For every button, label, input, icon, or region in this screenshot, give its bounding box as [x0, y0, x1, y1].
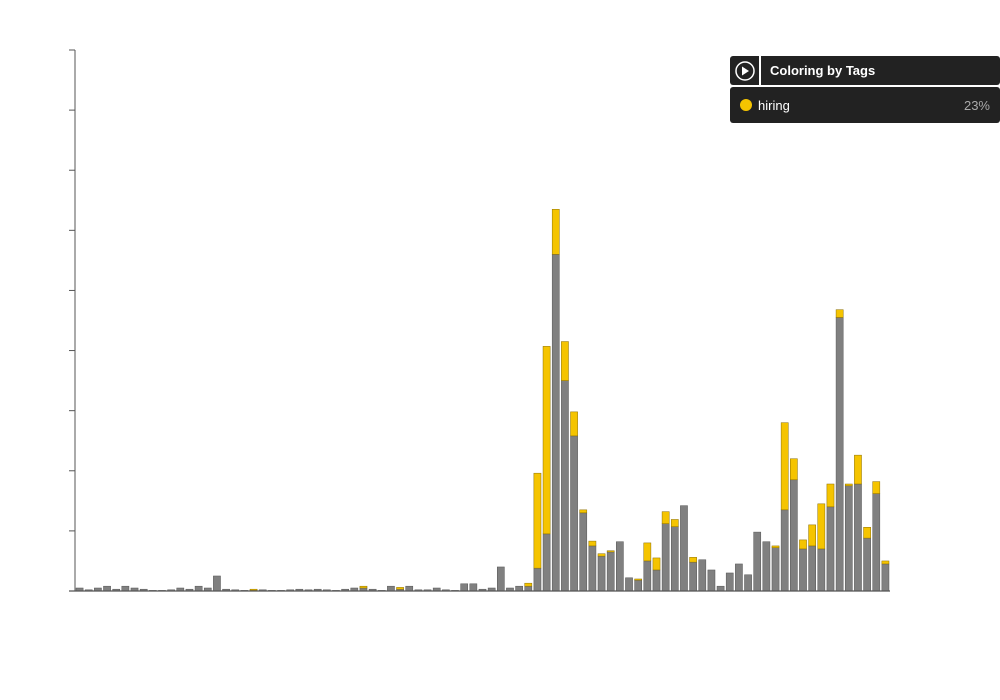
- bar-segment-hiring: [872, 481, 881, 494]
- bar-segment-hiring: [597, 553, 606, 557]
- bar-segment-other: [625, 577, 633, 592]
- bar-segment-other: [689, 561, 697, 592]
- bar-segment-hiring: [652, 557, 661, 571]
- bar-segment-other: [854, 483, 862, 592]
- bar-segment-hiring: [579, 509, 588, 514]
- legend-item-hiring[interactable]: hiring 23%: [730, 87, 1000, 123]
- bar-segment-hiring: [808, 524, 816, 547]
- bar-segment-other: [716, 585, 725, 592]
- bar-segment-other: [496, 566, 505, 592]
- bar-segment-hiring: [854, 454, 862, 485]
- bar-segment-other: [735, 563, 743, 592]
- bar-segment-other: [103, 585, 111, 592]
- play-button[interactable]: [730, 56, 759, 85]
- bar-segment-hiring: [790, 458, 798, 481]
- bar-segment-hiring: [689, 557, 697, 563]
- bar-segment-other: [799, 548, 807, 592]
- bar-segment-other: [835, 317, 844, 592]
- bar-segment-other: [579, 512, 588, 592]
- bar-segment-other: [570, 435, 578, 592]
- bar-segment-hiring: [588, 540, 597, 547]
- bar-segment-hiring: [780, 422, 789, 511]
- bar-segment-hiring: [561, 341, 569, 381]
- bar-segment-other: [387, 585, 395, 592]
- bar-segment-other: [652, 569, 661, 592]
- bar-segment-other: [817, 548, 826, 592]
- bar-segment-other: [121, 585, 130, 592]
- legend-header: Coloring by Tags: [730, 56, 1000, 85]
- bar-segment-other: [542, 533, 551, 592]
- bar-segment-hiring: [799, 539, 807, 550]
- bars-group: [75, 209, 890, 592]
- bar-segment-other: [213, 575, 221, 592]
- bar-segment-hiring: [606, 550, 615, 553]
- bar-segment-hiring: [542, 346, 551, 535]
- legend-item-percent: 23%: [963, 98, 990, 113]
- bar-segment-hiring: [826, 483, 835, 508]
- bar-segment-other: [194, 585, 203, 592]
- bar-segment-hiring: [881, 560, 890, 565]
- bar-segment-other: [707, 569, 716, 592]
- bar-segment-hiring: [524, 582, 533, 587]
- bar-segment-other: [551, 254, 560, 592]
- bar-segment-other: [698, 559, 707, 592]
- bar-segment-hiring: [634, 578, 642, 581]
- bar-segment-hiring: [835, 309, 844, 318]
- bar-segment-hiring: [670, 519, 679, 527]
- y-axis: [69, 49, 76, 592]
- bar-segment-other: [670, 526, 679, 592]
- bar-segment-hiring: [570, 411, 578, 437]
- bar-segment-other: [405, 585, 414, 592]
- bar-segment-other: [661, 523, 670, 592]
- legend-color-dot: [740, 99, 752, 111]
- bar-segment-other: [561, 380, 569, 592]
- bar-segment-other: [771, 547, 780, 592]
- bar-segment-hiring: [359, 585, 368, 589]
- bar-segment-other: [762, 541, 771, 592]
- bar-segment-other: [643, 560, 652, 592]
- legend-item-label: hiring: [758, 98, 790, 113]
- bar-segment-other: [634, 579, 642, 592]
- bar-segment-hiring: [643, 542, 652, 562]
- bar-segment-other: [588, 545, 597, 592]
- bar-segment-other: [680, 505, 688, 592]
- bar-segment-hiring: [249, 588, 258, 591]
- bar-segment-other: [469, 583, 478, 592]
- bar-segment-other: [616, 541, 624, 592]
- bar-segment-other: [753, 531, 762, 592]
- bar-segment-other: [881, 563, 890, 592]
- bar-segment-other: [460, 583, 469, 592]
- legend-title: Coloring by Tags: [761, 56, 1000, 85]
- bar-segment-other: [780, 509, 789, 592]
- bar-segment-other: [863, 537, 871, 592]
- bar-segment-other: [725, 572, 734, 592]
- bar-segment-other: [597, 555, 606, 592]
- bar-segment-other: [872, 493, 881, 592]
- bar-segment-hiring: [863, 527, 871, 539]
- bar-segment-other: [524, 585, 533, 592]
- bar-segment-hiring: [396, 587, 404, 590]
- bar-segment-other: [844, 485, 853, 592]
- play-circle-icon: [734, 60, 755, 81]
- bar-segment-hiring: [771, 545, 780, 548]
- bar-segment-hiring: [551, 209, 560, 255]
- bar-segment-other: [790, 479, 798, 592]
- bar-segment-other: [808, 545, 816, 592]
- bar-segment-hiring: [817, 503, 826, 550]
- bar-segment-other: [826, 506, 835, 592]
- bar-segment-other: [533, 567, 542, 592]
- bar-segment-other: [606, 551, 615, 592]
- bar-segment-other: [744, 574, 752, 592]
- bar-segment-other: [515, 585, 523, 592]
- bar-segment-hiring: [844, 483, 853, 487]
- bar-segment-hiring: [533, 472, 542, 569]
- bar-segment-hiring: [661, 511, 670, 524]
